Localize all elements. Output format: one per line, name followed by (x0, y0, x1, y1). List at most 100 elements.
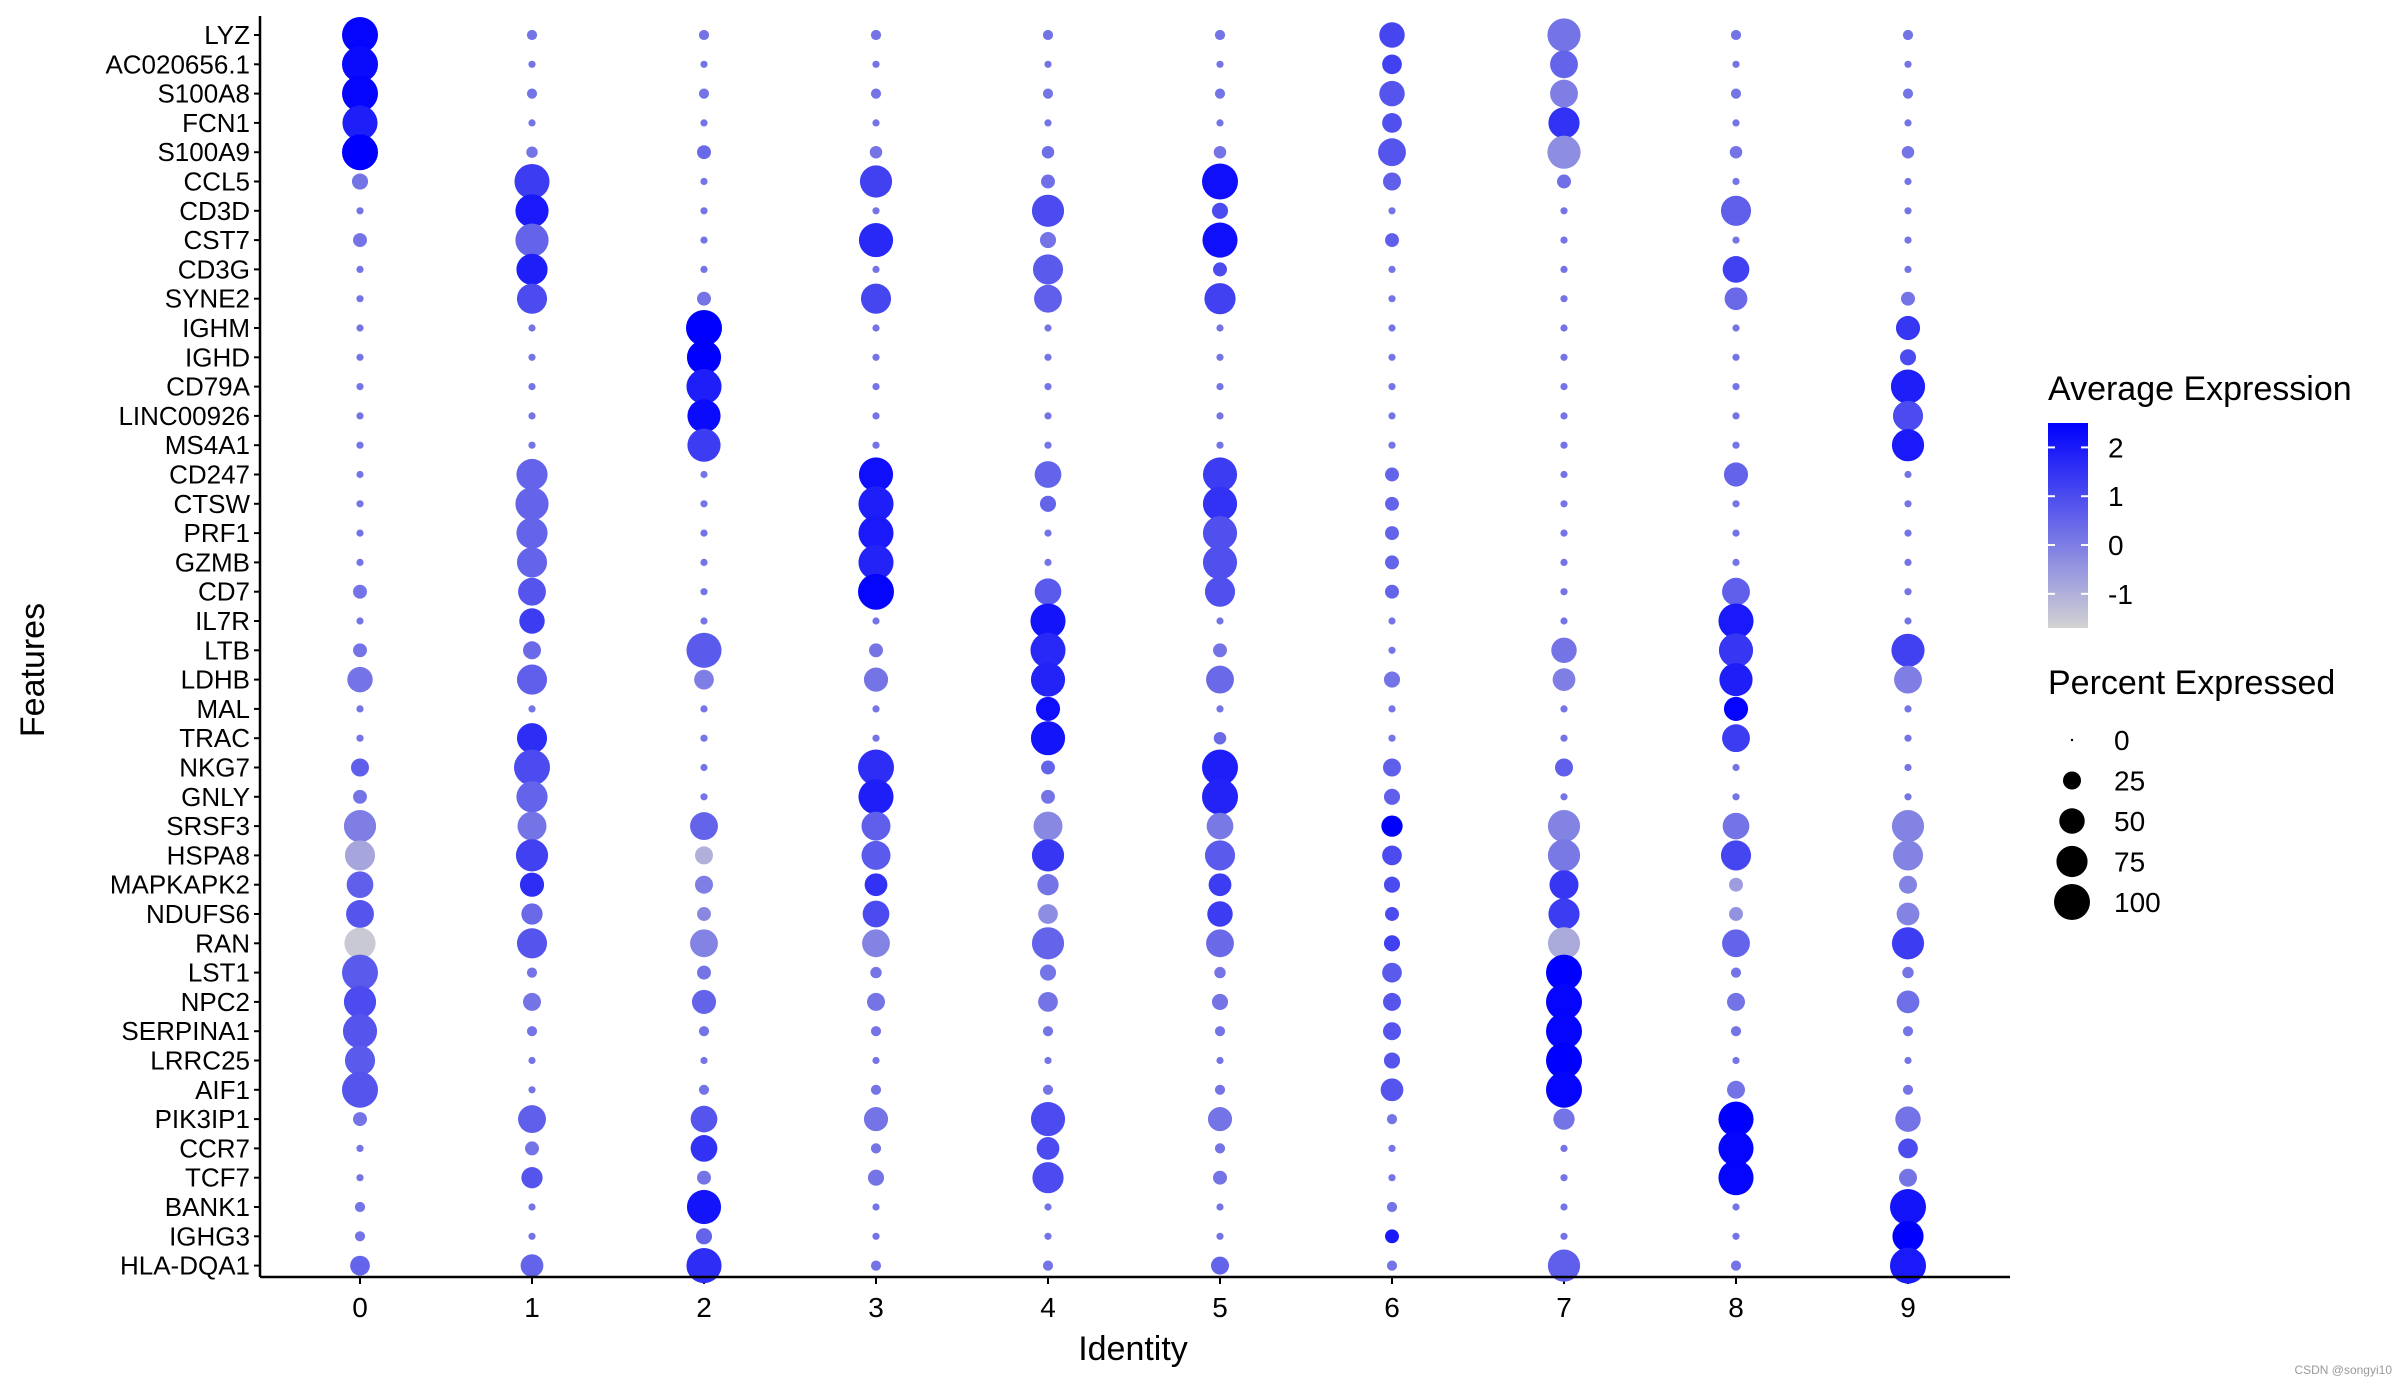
dot-HSPA8-cluster-7 (1547, 839, 1581, 872)
dot-CST7-cluster-4 (1039, 232, 1057, 249)
dot-RAN-cluster-5 (1206, 929, 1234, 958)
dot-CD3G-cluster-0 (356, 265, 364, 273)
dot-SRSF3-cluster-2 (690, 812, 718, 841)
x-tick-label-0: 0 (352, 1292, 368, 1323)
dot-NDUFS6-cluster-7 (1548, 898, 1580, 930)
dot-HSPA8-cluster-9 (1892, 840, 1924, 871)
dot-IGHG3-cluster-6 (1385, 1229, 1399, 1244)
dot-CD7-cluster-2 (700, 588, 708, 596)
dot-SYNE2-cluster-3 (860, 283, 892, 314)
dot-IGHD-cluster-1 (528, 353, 536, 361)
dot-LINC00926-cluster-4 (1044, 412, 1052, 420)
size-legend-title: Percent Expressed (2048, 664, 2335, 702)
dot-HLA-DQA1-cluster-2 (686, 1248, 722, 1284)
dot-CD247-cluster-1 (516, 458, 548, 491)
dot-LST1-cluster-3 (870, 966, 882, 979)
dot-AC020656.1-cluster-2 (700, 60, 708, 68)
dot-CD7-cluster-4 (1034, 578, 1062, 606)
dot-CD7-cluster-6 (1385, 584, 1399, 599)
dot-CST7-cluster-9 (1904, 236, 1912, 244)
dot-S100A8-cluster-3 (870, 88, 882, 99)
dot-LINC00926-cluster-8 (1732, 412, 1740, 420)
dot-CCR7-cluster-0 (356, 1144, 364, 1152)
dot-AC020656.1-cluster-6 (1382, 54, 1402, 75)
y-tick-label-HLA-DQA1: HLA-DQA1 (120, 1251, 250, 1281)
dot-AIF1-cluster-7 (1546, 1071, 1582, 1108)
dot-CD7-cluster-9 (1904, 588, 1912, 596)
dot-CST7-cluster-0 (353, 233, 367, 248)
dot-HLA-DQA1-cluster-6 (1386, 1260, 1398, 1271)
color-legend-ticks: 2 1 0 -1 (2048, 432, 2133, 610)
x-axis-title: Identity (1078, 1330, 1188, 1368)
dot-CST7-cluster-7 (1560, 236, 1568, 244)
dot-PIK3IP1-cluster-6 (1386, 1114, 1398, 1125)
dot-IGHG3-cluster-3 (872, 1232, 880, 1240)
y-tick-label-NDUFS6: NDUFS6 (146, 899, 250, 929)
dot-NPC2-cluster-9 (1896, 990, 1920, 1014)
dot-BANK1-cluster-2 (686, 1189, 722, 1225)
dot-LDHB-cluster-1 (516, 664, 548, 695)
dot-MAL-cluster-1 (528, 705, 536, 713)
dot-S100A9-cluster-6 (1378, 138, 1406, 167)
dot-TCF7-cluster-7 (1560, 1174, 1568, 1182)
dot-PRF1-cluster-9 (1904, 529, 1912, 537)
dot-RAN-cluster-2 (690, 929, 718, 958)
dot-LDHB-cluster-6 (1383, 671, 1401, 688)
dot-IL7R-cluster-3 (872, 617, 880, 625)
dot-HSPA8-cluster-8 (1720, 840, 1752, 871)
dot-FCN1-cluster-0 (342, 105, 378, 141)
dot-HLA-DQA1-cluster-3 (870, 1260, 882, 1271)
dot-GZMB-cluster-7 (1560, 558, 1568, 567)
dot-TCF7-cluster-0 (356, 1174, 364, 1182)
color-legend-title: Average Expression (2048, 370, 2352, 408)
dot-IGHD-cluster-0 (356, 353, 364, 361)
dot-LTB-cluster-7 (1551, 637, 1577, 664)
y-tick-label-GZMB: GZMB (175, 547, 250, 577)
y-tick-label-MS4A1: MS4A1 (165, 430, 250, 460)
dot-LST1-cluster-6 (1382, 962, 1402, 983)
dot-GZMB-cluster-5 (1202, 545, 1238, 580)
color-legend-label: 0 (2108, 530, 2124, 561)
dot-LINC00926-cluster-5 (1216, 412, 1224, 420)
y-tick-label-IGHD: IGHD (185, 342, 250, 372)
dot-IGHD-cluster-4 (1044, 353, 1052, 361)
dot-MS4A1-cluster-2 (687, 428, 721, 462)
dot-CTSW-cluster-3 (858, 486, 894, 522)
dot-MS4A1-cluster-9 (1891, 429, 1925, 462)
dot-CTSW-cluster-6 (1385, 496, 1399, 511)
dot-NDUFS6-cluster-5 (1207, 901, 1233, 927)
size-legend-dot (2056, 845, 2088, 878)
dot-CTSW-cluster-7 (1560, 500, 1568, 508)
dot-LYZ-cluster-2 (698, 29, 710, 41)
y-tick-label-CD3D: CD3D (179, 196, 250, 226)
dot-AC020656.1-cluster-5 (1216, 60, 1224, 68)
dot-AIF1-cluster-1 (528, 1086, 536, 1094)
dot-MS4A1-cluster-1 (528, 441, 536, 449)
dot-GNLY-cluster-9 (1904, 793, 1912, 801)
dot-HSPA8-cluster-5 (1204, 840, 1236, 871)
dot-PRF1-cluster-2 (700, 529, 708, 537)
dot-TRAC-cluster-0 (356, 734, 364, 742)
dot-SRSF3-cluster-5 (1206, 812, 1234, 840)
dot-SYNE2-cluster-0 (356, 295, 364, 303)
dot-AIF1-cluster-2 (698, 1084, 710, 1095)
dot-CST7-cluster-3 (858, 223, 894, 258)
dot-CCR7-cluster-2 (690, 1135, 718, 1162)
dot-CCR7-cluster-7 (1560, 1144, 1568, 1152)
dot-NKG7-cluster-7 (1555, 758, 1573, 777)
dot-RAN-cluster-4 (1031, 927, 1065, 960)
dot-SERPINA1-cluster-9 (1902, 1026, 1914, 1037)
dot-GZMB-cluster-0 (356, 558, 364, 567)
dot-PRF1-cluster-7 (1560, 529, 1568, 537)
dot-SERPINA1-cluster-2 (698, 1026, 710, 1037)
dot-CD3G-cluster-6 (1388, 265, 1396, 273)
dot-LST1-cluster-2 (697, 965, 711, 980)
dot-S100A9-cluster-2 (697, 145, 711, 160)
dot-CTSW-cluster-2 (700, 500, 708, 508)
dot-S100A8-cluster-7 (1550, 79, 1578, 108)
dot-SRSF3-cluster-9 (1891, 810, 1925, 843)
dot-CD3D-cluster-6 (1388, 207, 1396, 215)
dot-IL7R-cluster-2 (700, 617, 708, 625)
dot-LTB-cluster-0 (353, 643, 367, 658)
dot-MAPKAPK2-cluster-5 (1208, 873, 1232, 897)
